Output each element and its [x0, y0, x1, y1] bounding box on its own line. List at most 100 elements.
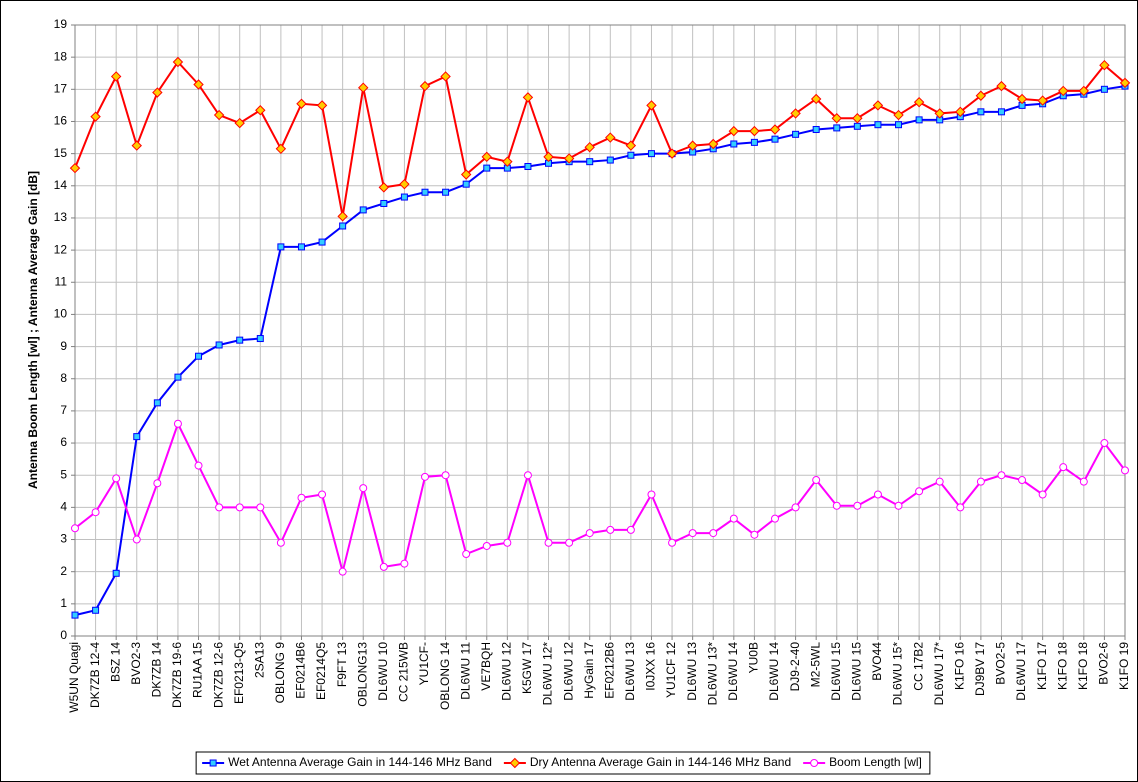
- x-tick-label: RU1AA 15: [191, 642, 205, 698]
- x-tick-label: DL6WU 13: [623, 642, 637, 701]
- y-tick-label: 16: [54, 114, 68, 128]
- marker: [71, 524, 79, 533]
- marker: [771, 135, 779, 143]
- marker: [522, 92, 534, 103]
- marker: [441, 471, 450, 480]
- marker: [565, 538, 574, 547]
- marker: [769, 124, 781, 135]
- marker: [750, 530, 759, 539]
- marker: [462, 549, 471, 558]
- x-tick-label: F9FT 13: [335, 642, 349, 687]
- marker: [771, 514, 779, 523]
- x-tick-label: VE7BQH: [479, 642, 493, 691]
- marker: [90, 111, 101, 122]
- marker: [647, 490, 656, 499]
- marker: [1016, 93, 1028, 105]
- x-tick-label: M2-5WL: [808, 642, 822, 688]
- marker: [585, 529, 594, 538]
- marker: [131, 140, 142, 151]
- x-tick-label: K5GW 17: [520, 642, 534, 694]
- marker: [380, 199, 388, 207]
- marker: [996, 80, 1007, 92]
- marker: [318, 238, 326, 246]
- x-tick-label: EF0214B6: [294, 642, 308, 699]
- marker: [421, 472, 429, 481]
- x-tick-label: DL6WU 14: [767, 642, 781, 701]
- marker: [236, 336, 244, 344]
- marker: [895, 121, 903, 129]
- marker: [112, 569, 120, 577]
- marker: [112, 474, 121, 483]
- x-tick-label: BSZ 14: [108, 642, 122, 682]
- marker: [400, 559, 409, 568]
- x-tick-label: DL6WU 14: [726, 642, 740, 701]
- x-tick-label: DK7ZB 12-6: [211, 642, 225, 708]
- series-line: [74, 85, 1126, 617]
- x-tick-label: DJ9-2-40: [788, 642, 802, 692]
- marker: [586, 158, 594, 166]
- x-tick-label: OBLONG 14: [438, 642, 452, 710]
- x-tick-label: K1FO 18: [1055, 642, 1069, 690]
- marker: [810, 759, 819, 767]
- x-tick-label: OBLONG13: [355, 642, 369, 707]
- marker: [810, 93, 822, 105]
- marker: [646, 100, 657, 111]
- marker: [563, 153, 575, 164]
- x-tick-label: YU0B: [747, 642, 761, 673]
- marker: [297, 493, 306, 502]
- marker: [296, 98, 307, 109]
- x-tick-label: DL6WU 17*: [932, 642, 946, 706]
- marker: [730, 140, 738, 148]
- marker: [256, 335, 264, 343]
- marker: [833, 124, 841, 132]
- marker: [934, 108, 945, 119]
- marker: [976, 477, 985, 486]
- marker: [852, 113, 863, 124]
- marker: [69, 162, 81, 174]
- marker: [152, 87, 163, 98]
- marker: [256, 503, 265, 512]
- marker: [913, 96, 925, 108]
- marker: [873, 490, 882, 499]
- marker: [728, 125, 740, 137]
- marker: [297, 243, 305, 251]
- marker: [359, 206, 367, 214]
- x-tick-label: DK7ZB 14: [150, 642, 164, 698]
- marker: [359, 484, 368, 493]
- marker: [215, 341, 223, 349]
- x-tick-label: DL6WU 12*: [541, 642, 555, 706]
- marker: [1121, 466, 1129, 475]
- legend-label: Wet Antenna Average Gain in 144-146 MHz …: [228, 755, 492, 769]
- marker: [688, 529, 697, 538]
- marker: [195, 352, 203, 360]
- x-tick-label: K1FO 19: [1117, 642, 1131, 690]
- marker: [482, 541, 491, 550]
- marker: [110, 71, 122, 82]
- y-tick-label: 17: [54, 81, 68, 95]
- marker: [915, 116, 923, 124]
- marker: [831, 113, 842, 124]
- marker: [378, 182, 390, 193]
- marker: [790, 108, 801, 119]
- marker: [605, 132, 616, 143]
- marker: [462, 180, 470, 188]
- x-tick-label: DL6WU 15: [829, 642, 843, 701]
- x-tick-label: BVO2-6: [1097, 642, 1111, 685]
- marker: [1079, 477, 1088, 486]
- marker: [153, 479, 162, 488]
- x-tick-label: DL6WU 12: [561, 642, 575, 701]
- x-tick-label: DL6WU 15: [850, 642, 864, 701]
- marker: [153, 399, 161, 407]
- y-tick-label: 19: [54, 17, 68, 31]
- legend-item: Boom Length [wl]: [803, 755, 922, 769]
- x-tick-label: DK7ZB 19-6: [170, 642, 184, 708]
- marker: [935, 477, 944, 486]
- marker: [956, 503, 965, 512]
- marker: [749, 125, 760, 137]
- marker: [1059, 463, 1068, 472]
- y-tick-label: 11: [55, 274, 68, 288]
- marker: [1078, 85, 1090, 97]
- marker: [708, 138, 719, 150]
- marker: [1058, 85, 1069, 97]
